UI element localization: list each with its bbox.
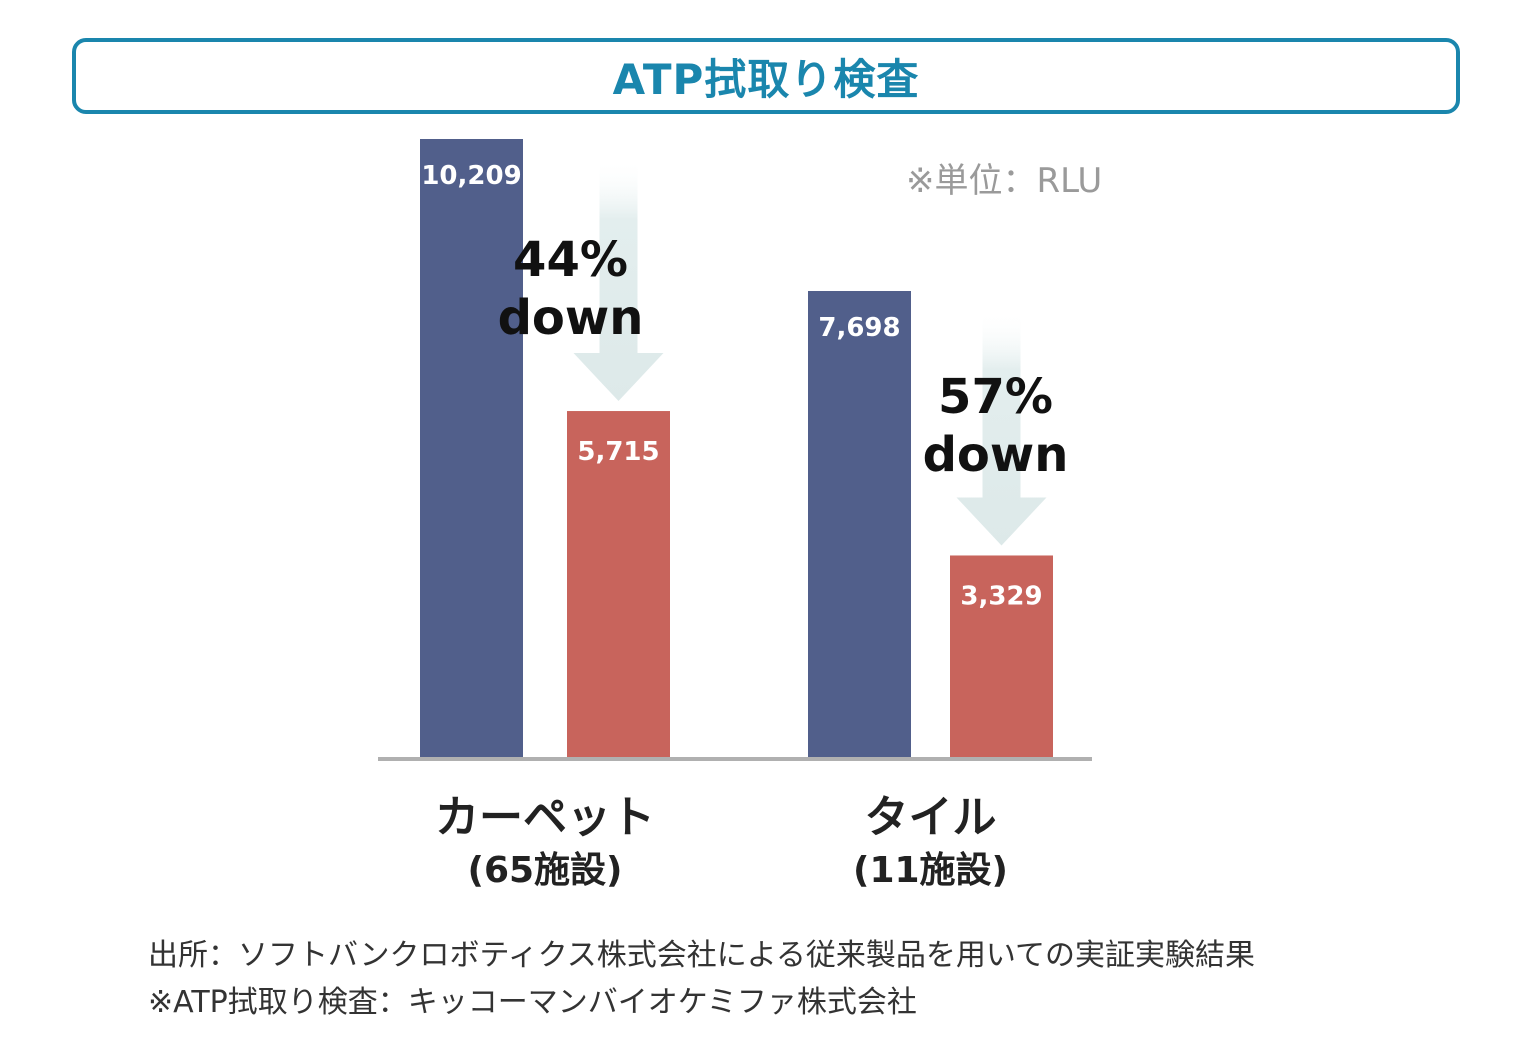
bar-after	[950, 555, 1053, 757]
category-label: カーペット	[435, 792, 655, 843]
value-label-after: 3,329	[960, 581, 1042, 611]
category-sublabel: (11施設)	[853, 850, 1008, 891]
change-word: down	[498, 290, 644, 346]
change-percent: 44%	[513, 232, 628, 288]
footnote-source: 出所：ソフトバンクロボティクス株式会社による従来製品を用いての実証実験結果	[148, 938, 1255, 973]
decrease-arrow	[573, 159, 664, 402]
value-label-before: 10,209	[421, 161, 521, 191]
chart-title: ATP拭取り検査	[612, 54, 920, 104]
bar-after	[567, 411, 670, 757]
bar-before	[808, 291, 911, 757]
chart-title-box: ATP拭取り検査	[72, 38, 1460, 114]
unit-note: ※単位：RLU	[906, 161, 1102, 201]
decrease-arrow	[956, 311, 1047, 546]
value-label-after: 5,715	[577, 437, 659, 467]
change-percent: 57%	[938, 369, 1053, 425]
category-sublabel: (65施設)	[467, 850, 622, 891]
change-word: down	[923, 427, 1069, 483]
bar-before	[420, 139, 523, 757]
value-label-before: 7,698	[818, 313, 900, 343]
footnote-atp: ※ATP拭取り検査：キッコーマンバイオケミファ株式会社	[148, 985, 917, 1020]
category-label: タイル	[865, 792, 997, 843]
footnotes: 出所：ソフトバンクロボティクス株式会社による従来製品を用いての実証実験結果 ※A…	[148, 932, 1255, 1026]
